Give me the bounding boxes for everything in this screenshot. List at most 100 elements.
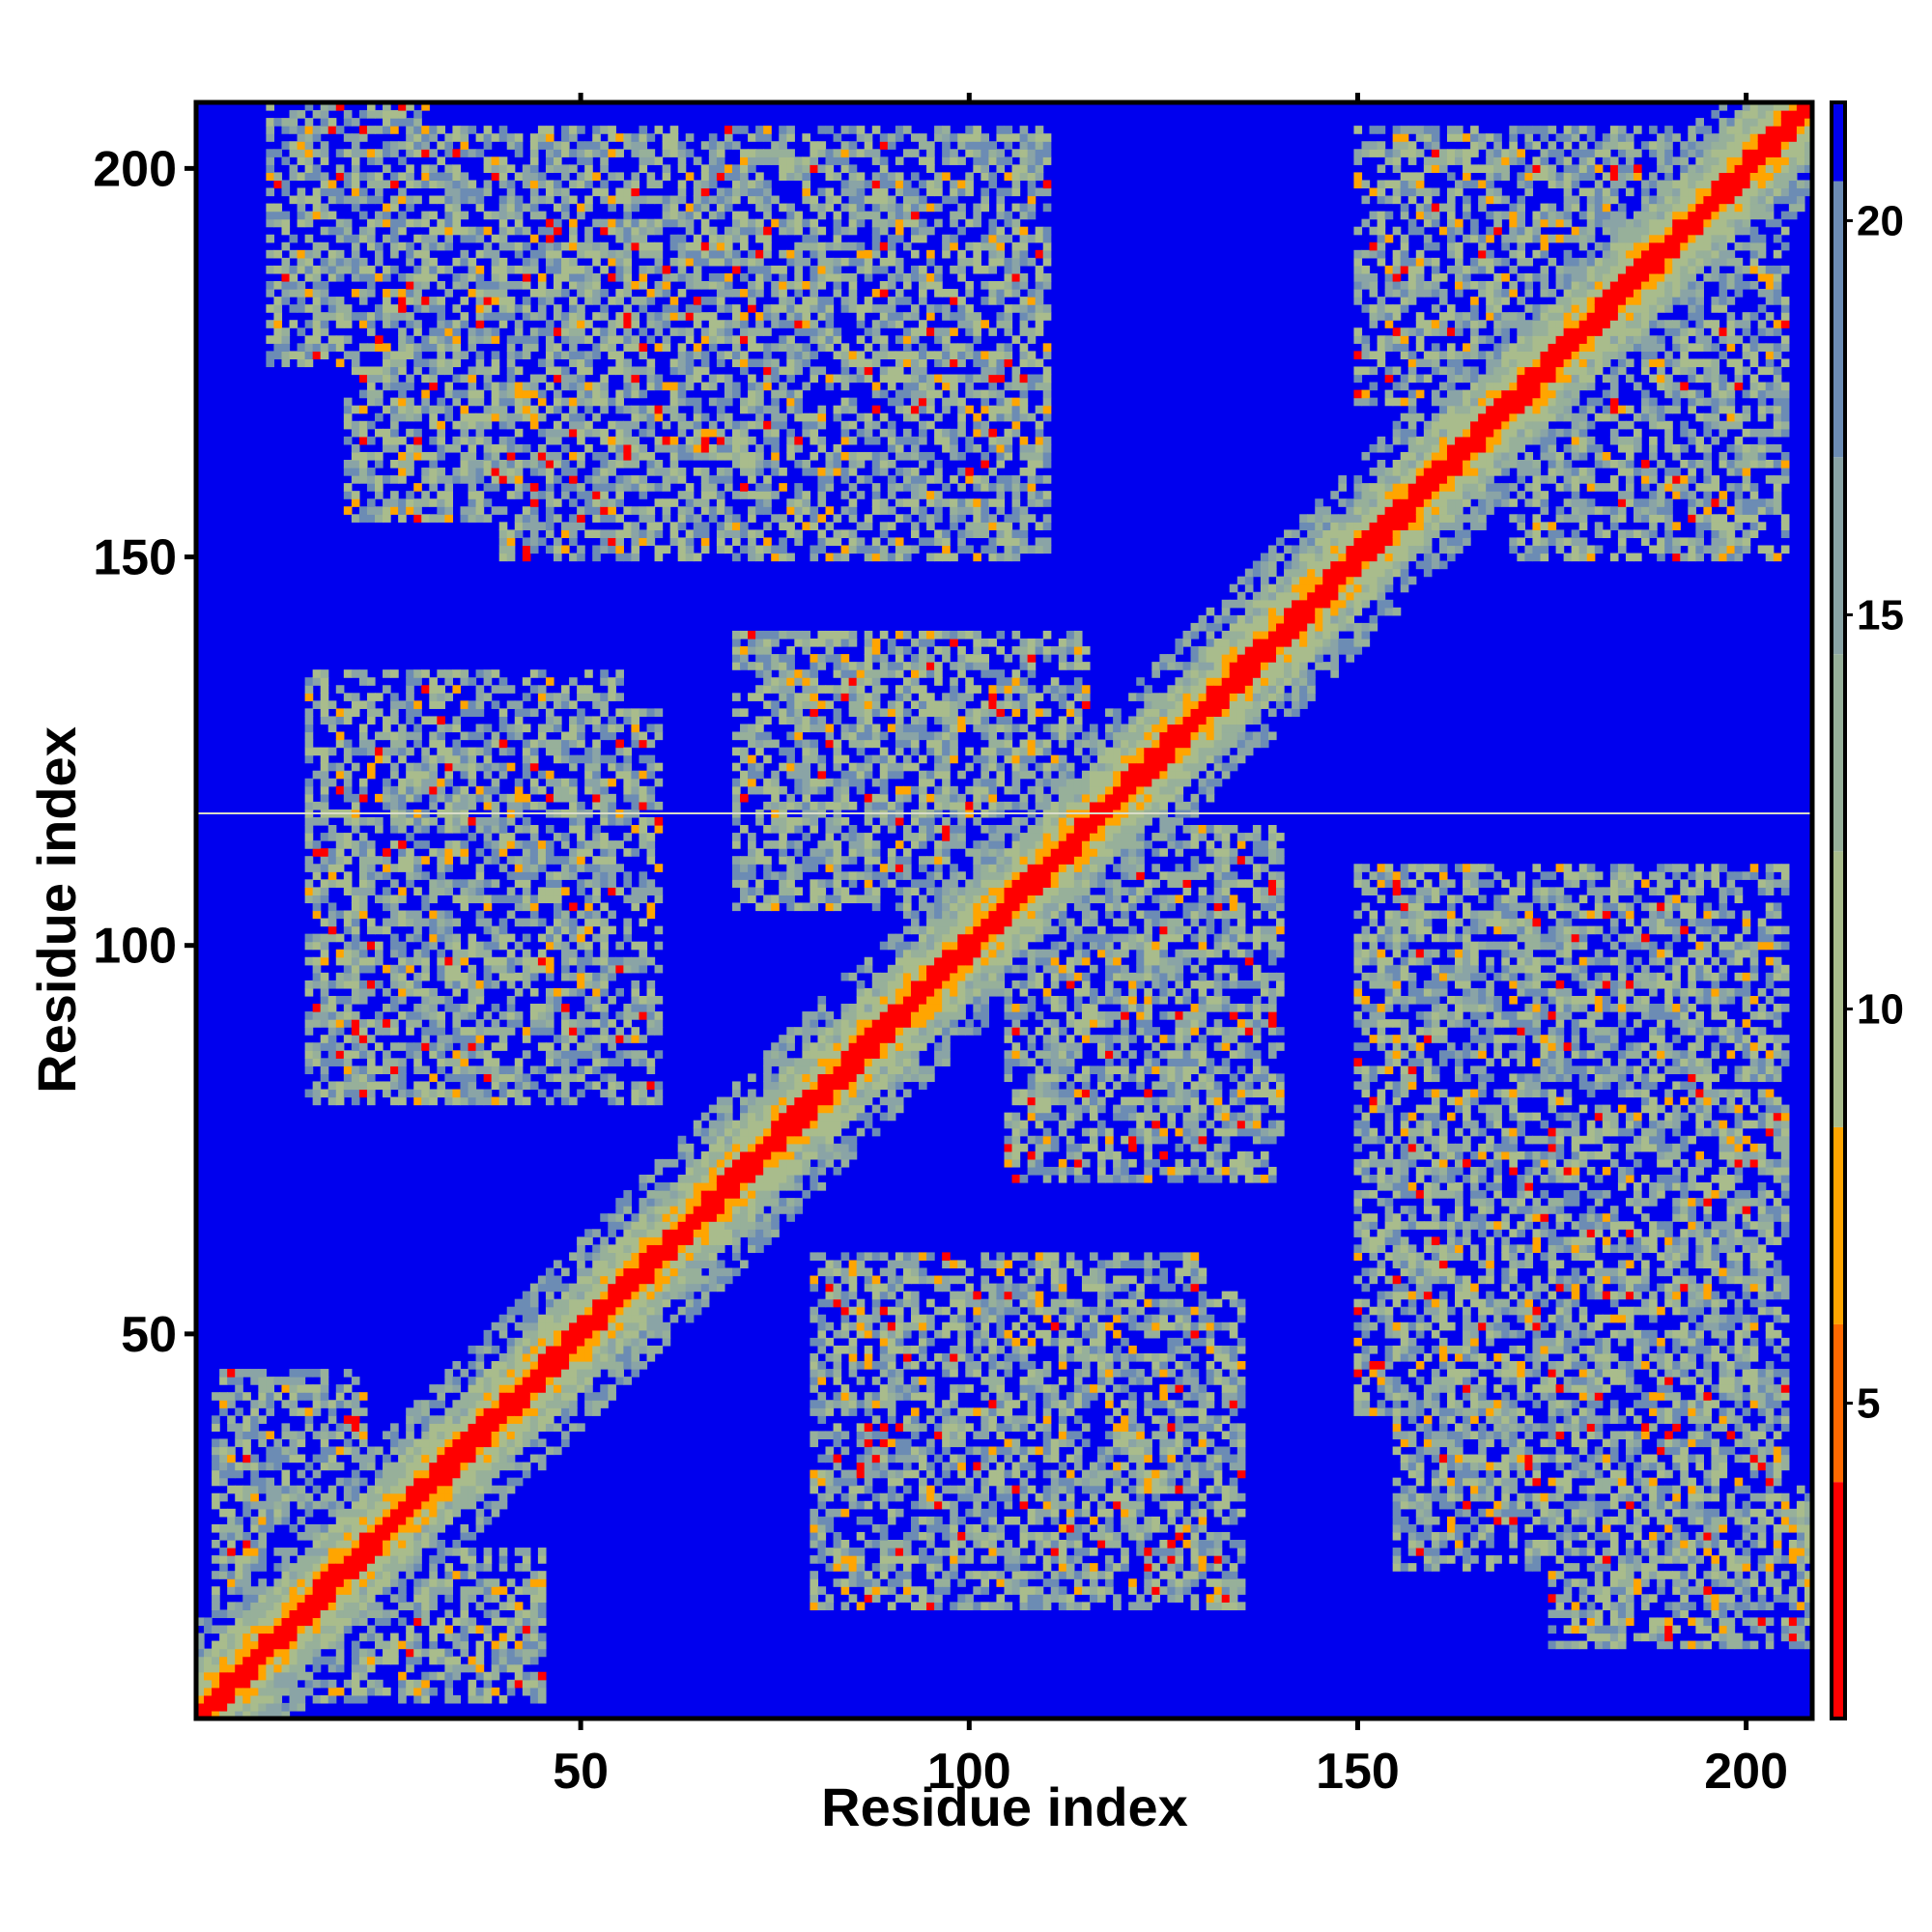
heatmap-cell bbox=[537, 895, 547, 904]
heatmap-cell bbox=[498, 972, 508, 981]
heatmap-cell bbox=[491, 840, 500, 849]
heatmap-cell bbox=[662, 172, 671, 182]
heatmap-cell bbox=[358, 956, 368, 966]
heatmap-cell bbox=[390, 1019, 399, 1028]
heatmap-cell bbox=[545, 529, 554, 539]
heatmap-cell bbox=[398, 1687, 407, 1696]
heatmap-cell bbox=[366, 1594, 376, 1603]
heatmap-cell bbox=[266, 265, 275, 274]
heatmap-cell bbox=[413, 1446, 422, 1456]
heatmap-cell bbox=[235, 1671, 243, 1681]
heatmap-cell bbox=[390, 289, 399, 298]
heatmap-cell bbox=[281, 351, 291, 360]
heatmap-cell bbox=[615, 1275, 624, 1285]
heatmap-cell bbox=[358, 1462, 368, 1471]
heatmap-cell bbox=[406, 793, 414, 803]
heatmap-cell bbox=[646, 249, 656, 259]
heatmap-cell bbox=[475, 895, 485, 904]
heatmap-cell bbox=[669, 459, 679, 469]
heatmap-cell bbox=[506, 910, 516, 920]
heatmap-cell bbox=[266, 1609, 275, 1619]
heatmap-cell bbox=[545, 933, 554, 943]
heatmap-cell bbox=[366, 871, 376, 880]
heatmap-cell bbox=[561, 459, 570, 469]
heatmap-cell bbox=[592, 149, 601, 157]
heatmap-cell bbox=[351, 451, 360, 461]
heatmap-cell bbox=[335, 172, 345, 182]
heatmap-cell bbox=[522, 1352, 531, 1362]
heatmap-cell bbox=[327, 1027, 337, 1036]
heatmap-cell bbox=[398, 498, 407, 507]
heatmap-cell bbox=[320, 816, 329, 826]
heatmap-cell bbox=[553, 1400, 562, 1408]
heatmap-cell bbox=[483, 754, 493, 764]
heatmap-cell bbox=[452, 1058, 462, 1066]
heatmap-cell bbox=[491, 265, 500, 274]
heatmap-cell bbox=[460, 669, 469, 678]
heatmap-cell bbox=[608, 1221, 616, 1230]
heatmap-cell bbox=[537, 1384, 547, 1393]
heatmap-cell bbox=[227, 1694, 236, 1704]
heatmap-cell bbox=[654, 708, 664, 718]
heatmap-cell bbox=[390, 700, 399, 709]
heatmap-cell bbox=[529, 1321, 539, 1331]
heatmap-cell bbox=[444, 941, 454, 951]
heatmap-cell bbox=[320, 297, 329, 305]
heatmap-cell bbox=[468, 1687, 477, 1696]
heatmap-cell bbox=[483, 498, 493, 507]
heatmap-cell bbox=[615, 1291, 624, 1300]
heatmap-cell bbox=[235, 1563, 243, 1572]
heatmap-cell bbox=[212, 1477, 220, 1487]
heatmap-cell bbox=[327, 1500, 337, 1510]
heatmap-cell bbox=[491, 1508, 500, 1518]
heatmap-cell bbox=[390, 941, 399, 951]
heatmap-cell bbox=[600, 1244, 609, 1253]
heatmap-cell bbox=[273, 1602, 283, 1610]
heatmap-cell bbox=[631, 483, 640, 492]
heatmap-cell bbox=[460, 793, 469, 803]
heatmap-cell bbox=[545, 840, 554, 849]
heatmap-cell bbox=[600, 949, 609, 958]
heatmap-cell bbox=[343, 405, 353, 414]
heatmap-cell bbox=[383, 964, 391, 974]
heatmap-cell bbox=[615, 553, 624, 562]
heatmap-cell bbox=[639, 1345, 648, 1354]
heatmap-cell bbox=[592, 1298, 601, 1308]
heatmap-cell bbox=[266, 1710, 275, 1719]
heatmap-cell bbox=[577, 1260, 585, 1269]
heatmap-cell bbox=[320, 887, 329, 896]
heatmap-cell bbox=[615, 1252, 624, 1262]
heatmap-cell bbox=[366, 1035, 376, 1043]
heatmap-cell bbox=[623, 180, 633, 189]
heatmap-cell bbox=[631, 1361, 640, 1370]
heatmap-cell bbox=[196, 1710, 205, 1719]
heatmap-cell bbox=[375, 754, 384, 764]
heatmap-cell bbox=[537, 468, 547, 476]
heatmap-cell bbox=[406, 149, 414, 157]
heatmap-cell bbox=[577, 848, 585, 857]
heatmap-cell bbox=[351, 1407, 360, 1416]
heatmap-cell bbox=[654, 226, 664, 236]
heatmap-cell bbox=[266, 249, 275, 259]
heatmap-cell bbox=[320, 700, 329, 709]
heatmap-cell bbox=[429, 1454, 438, 1463]
heatmap-cell bbox=[196, 1694, 205, 1704]
heatmap-cell bbox=[281, 1609, 291, 1619]
heatmap-cell bbox=[506, 343, 516, 352]
heatmap-cell bbox=[273, 1710, 283, 1719]
heatmap-cell bbox=[304, 195, 314, 205]
heatmap-cell bbox=[584, 1306, 593, 1316]
heatmap-cell bbox=[577, 1314, 585, 1323]
heatmap-cell bbox=[406, 1446, 414, 1456]
heatmap-cell bbox=[631, 995, 640, 1005]
heatmap-cell bbox=[351, 1548, 360, 1556]
heatmap-cell bbox=[561, 289, 570, 298]
heatmap-cell bbox=[569, 412, 578, 422]
heatmap-cell bbox=[506, 972, 516, 981]
heatmap-cell bbox=[413, 180, 422, 189]
heatmap-cell bbox=[452, 1462, 462, 1471]
heatmap-cell bbox=[600, 1252, 609, 1262]
heatmap-cell bbox=[406, 833, 414, 841]
heatmap-cell bbox=[506, 366, 516, 376]
heatmap-cell bbox=[569, 272, 578, 282]
